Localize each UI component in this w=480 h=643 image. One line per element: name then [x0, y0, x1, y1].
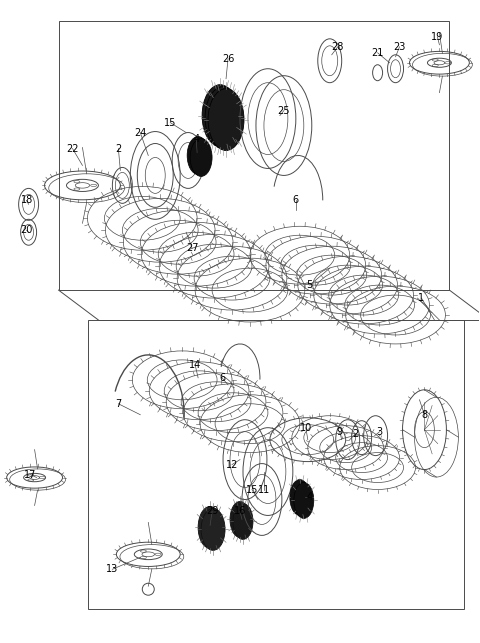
Text: 8: 8 [421, 410, 428, 420]
Text: 5: 5 [307, 280, 313, 290]
Text: 4: 4 [193, 134, 199, 143]
Text: 15: 15 [164, 118, 176, 127]
Ellipse shape [202, 85, 238, 147]
Text: 15: 15 [246, 485, 258, 494]
Text: 28: 28 [332, 42, 344, 52]
Text: 1: 1 [419, 293, 424, 303]
Text: 20: 20 [21, 225, 33, 235]
Ellipse shape [233, 503, 253, 539]
Text: 14: 14 [189, 360, 201, 370]
Text: 19: 19 [432, 32, 444, 42]
Ellipse shape [190, 138, 212, 176]
Text: 12: 12 [226, 460, 238, 469]
Text: 21: 21 [372, 48, 384, 58]
Text: 7: 7 [115, 399, 121, 409]
Ellipse shape [198, 507, 222, 548]
Ellipse shape [208, 89, 244, 150]
Text: 11: 11 [258, 485, 270, 494]
Ellipse shape [201, 509, 225, 550]
Text: 16: 16 [234, 507, 246, 516]
Text: 2: 2 [115, 143, 121, 154]
Text: 22: 22 [66, 143, 79, 154]
Ellipse shape [187, 136, 209, 174]
Text: 18: 18 [21, 195, 33, 205]
Text: 4: 4 [307, 493, 313, 502]
Text: 10: 10 [300, 422, 312, 433]
Text: 6: 6 [293, 195, 299, 205]
Text: 3: 3 [376, 427, 383, 437]
Text: 23: 23 [393, 42, 406, 52]
Ellipse shape [294, 482, 314, 518]
Text: 17: 17 [24, 469, 37, 480]
Text: 26: 26 [222, 54, 234, 64]
Bar [88, 320, 464, 609]
Text: 13: 13 [106, 565, 119, 574]
Ellipse shape [290, 480, 310, 516]
Text: 25: 25 [277, 105, 290, 116]
Ellipse shape [205, 87, 241, 149]
Text: 6: 6 [219, 373, 225, 383]
Text: 24: 24 [134, 127, 146, 138]
Text: 27: 27 [186, 243, 198, 253]
Text: 2: 2 [352, 429, 359, 439]
Ellipse shape [230, 502, 250, 538]
Bar [59, 21, 449, 290]
Text: 29: 29 [206, 507, 218, 516]
Text: 9: 9 [336, 427, 343, 437]
